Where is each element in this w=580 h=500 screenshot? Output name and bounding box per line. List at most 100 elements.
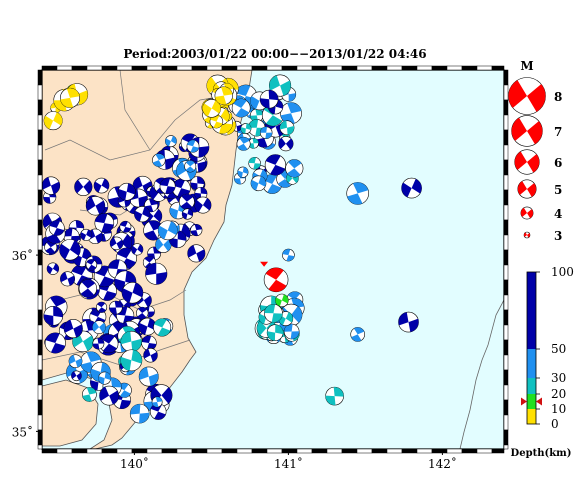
earthquake-beachball: [42, 176, 61, 195]
earthquake-beachball: [159, 178, 176, 195]
depth-scale-frame: [526, 271, 537, 425]
frame-tick: [37, 189, 43, 206]
map-area: [37, 65, 509, 454]
frame-tick: [461, 448, 478, 454]
frame-tick: [131, 65, 148, 71]
depth-band: [527, 349, 536, 378]
frame-tick: [251, 448, 268, 454]
frame-tick: [503, 354, 509, 371]
earthquake-beachball: [248, 137, 259, 149]
earthquake-beachball: [231, 98, 251, 118]
frame-tick: [37, 159, 43, 176]
depth-tick-label: 20: [551, 387, 566, 401]
earthquake-beachball: [184, 160, 197, 173]
frame-tick: [503, 324, 509, 341]
frame-tick: [503, 384, 509, 401]
frame-tick: [503, 339, 509, 356]
frame-tick: [416, 65, 433, 71]
earthquake-beachball: [71, 370, 82, 382]
earthquake-beachball: [85, 259, 98, 271]
magnitude-legend-title: M: [520, 59, 533, 73]
longitude-tick-label: 142˚: [428, 456, 457, 471]
earthquake-beachball: [94, 213, 115, 233]
frame-tick: [476, 448, 493, 454]
frame-tick: [86, 65, 103, 71]
frame-tick: [341, 65, 358, 71]
frame-tick: [37, 414, 43, 431]
frame-tick: [176, 65, 193, 71]
frame-tick: [37, 234, 43, 251]
frame-tick: [341, 448, 358, 454]
frame-tick: [37, 444, 43, 450]
earthquake-beachball: [135, 306, 149, 320]
frame-tick: [503, 84, 509, 101]
frame-tick: [503, 219, 509, 236]
map-frame-ticks: [37, 65, 509, 454]
magnitude-legend-label: 5: [554, 183, 562, 197]
frame-tick: [446, 448, 463, 454]
frame-tick: [191, 448, 208, 454]
earthquake-beachball: [46, 262, 60, 275]
frame-tick: [37, 309, 43, 326]
boundary-line: [119, 70, 151, 151]
earthquake-beachball: [259, 126, 273, 139]
coastline-east: [459, 299, 504, 449]
earthquake-beachball: [171, 178, 191, 198]
frame-tick: [503, 204, 509, 221]
earthquake-beachball: [93, 177, 110, 194]
frame-tick: [503, 114, 509, 131]
earthquake-beachball: [117, 182, 136, 201]
earthquake-beachball: [129, 403, 150, 424]
depth-band: [527, 394, 536, 409]
earthquake-beachball: [283, 323, 300, 340]
frame-tick: [37, 399, 43, 416]
frame-tick: [503, 309, 509, 326]
frame-tick: [503, 99, 509, 116]
frame-tick: [266, 65, 283, 71]
earthquake-beachball: [268, 74, 292, 97]
frame-tick: [491, 448, 505, 454]
magnitude-legend-ball: [511, 115, 543, 147]
frame-tick: [503, 444, 509, 450]
earthquake-beachball: [120, 349, 143, 372]
earthquake-beachball: [401, 177, 422, 199]
depth-tick-label: 0: [551, 417, 559, 431]
frame-tick: [431, 65, 448, 71]
earthquake-beachball: [59, 239, 81, 261]
frame-tick: [236, 65, 253, 71]
frame-tick: [37, 99, 43, 116]
main-event-pointer: [260, 261, 269, 267]
depth-band: [527, 409, 536, 424]
frame-tick: [311, 448, 328, 454]
frame-tick: [326, 65, 343, 71]
frame-tick: [503, 399, 509, 416]
frame-tick: [371, 65, 388, 71]
earthquake-beachball: [143, 348, 158, 363]
frame-tick: [37, 219, 43, 236]
earthquake-beachball: [279, 120, 295, 136]
earthquake-beachball: [282, 248, 295, 262]
depth-scale-title: Depth(km): [511, 448, 572, 459]
earthquake-beachball: [275, 293, 289, 308]
frame-tick: [401, 448, 418, 454]
frame-tick: [37, 369, 43, 386]
main-event-beachball: [263, 267, 289, 293]
earthquake-beachball: [134, 206, 151, 223]
frame-tick: [37, 144, 43, 161]
earthquake-beachball: [120, 330, 142, 353]
frame-tick: [37, 354, 43, 371]
frame-tick: [56, 448, 73, 454]
earthquake-beachball: [60, 87, 81, 108]
frame-tick: [311, 65, 328, 71]
frame-tick: [161, 448, 178, 454]
earthquake-beachball: [151, 396, 163, 408]
magnitude-legend-ball: [520, 206, 534, 220]
frame-tick: [116, 65, 133, 71]
frame-tick: [37, 294, 43, 311]
frame-tick: [37, 69, 43, 86]
frame-tick: [503, 369, 509, 386]
frame-tick: [503, 264, 509, 281]
earthquake-beachball: [109, 236, 124, 251]
frame-tick: [476, 65, 493, 71]
